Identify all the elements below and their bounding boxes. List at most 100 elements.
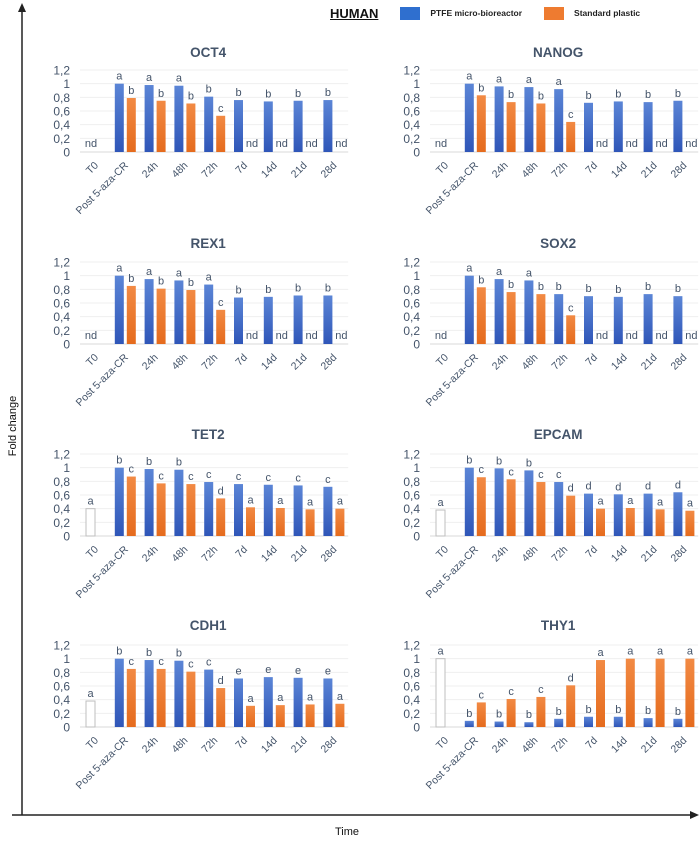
bar-ptfe — [494, 86, 504, 152]
significance-letter: c — [158, 656, 164, 668]
bar-ptfe — [323, 486, 333, 536]
bar-plastic — [506, 292, 516, 344]
significance-letter: a — [657, 646, 664, 658]
significance-letter: a — [247, 693, 254, 705]
y-tick-label: 0,2 — [403, 132, 420, 146]
y-tick-label: 1,2 — [53, 448, 70, 462]
y-tick-label: 1 — [413, 652, 420, 666]
bar-ptfe — [234, 100, 243, 152]
y-tick-label: 1 — [413, 461, 420, 475]
y-tick-label: 0,6 — [403, 297, 420, 311]
bar-plastic — [685, 510, 695, 536]
bar-ptfe — [584, 493, 593, 536]
bar-ptfe — [204, 482, 214, 536]
significance-letter: c — [538, 469, 544, 481]
significance-letter: c — [568, 109, 574, 121]
bar-ptfe — [524, 280, 534, 344]
x-tick-label: Post 5-aza-CR — [74, 159, 131, 216]
nd-label: nd — [685, 330, 697, 342]
x-tick-label: T0 — [434, 544, 451, 561]
bar-ptfe — [613, 296, 623, 344]
significance-letter: c — [295, 472, 301, 484]
bar-ptfe — [464, 467, 474, 536]
bar-plastic — [335, 508, 345, 536]
significance-letter: e — [235, 665, 241, 677]
y-tick-label: 0,4 — [403, 502, 420, 516]
x-tick-label: 24h — [490, 544, 511, 565]
x-tick-label: 14d — [609, 160, 630, 181]
x-tick-label: 7d — [583, 160, 600, 177]
significance-letter: b — [176, 648, 182, 660]
y-tick-label: 0 — [413, 338, 420, 352]
legend-swatch-plastic — [544, 6, 565, 20]
x-tick-label: 48h — [170, 544, 191, 565]
y-tick-label: 0 — [63, 146, 70, 160]
bar-ptfe — [554, 89, 564, 152]
x-tick-label: 14d — [259, 160, 280, 181]
x-tick-label: T0 — [84, 735, 101, 752]
bar-plastic — [216, 309, 226, 344]
y-tick-label: 0,2 — [403, 324, 420, 338]
bar-ptfe — [613, 716, 623, 727]
significance-letter: b — [188, 90, 194, 102]
y-tick-label: 0 — [413, 530, 420, 544]
significance-letter: a — [206, 272, 213, 284]
significance-letter: d — [218, 485, 224, 497]
x-tick-label: 48h — [170, 352, 191, 373]
bar-ptfe — [293, 485, 303, 536]
x-tick-label: 28d — [319, 544, 340, 565]
significance-letter: b — [265, 284, 271, 296]
significance-letter: a — [437, 646, 444, 658]
significance-letter: b — [146, 456, 152, 468]
significance-letter: b — [128, 273, 134, 285]
chart-title: REX1 — [190, 236, 226, 251]
nd-label: nd — [276, 330, 288, 342]
significance-letter: c — [129, 464, 135, 476]
x-tick-label: 21d — [289, 544, 310, 565]
x-tick-label: 48h — [520, 160, 541, 181]
significance-letter: a — [87, 496, 94, 508]
significance-letter: a — [437, 497, 444, 509]
significance-letter: c — [266, 472, 272, 484]
nd-label: nd — [626, 330, 638, 342]
bar-ptfe — [323, 100, 333, 152]
significance-letter: b — [325, 282, 331, 294]
x-tick-label: 48h — [170, 160, 191, 181]
nd-label: nd — [335, 330, 347, 342]
y-tick-label: 1 — [413, 269, 420, 283]
bar-ptfe — [293, 295, 303, 344]
y-tick-label: 0,2 — [403, 707, 420, 721]
nd-label: nd — [335, 138, 347, 150]
outer-y-axis-label: Fold change — [7, 395, 19, 457]
y-tick-label: 0,6 — [53, 105, 70, 119]
x-tick-label: T0 — [434, 160, 451, 177]
significance-letter: a — [176, 73, 183, 85]
y-tick-label: 1,2 — [403, 256, 420, 270]
x-tick-label: 7d — [583, 735, 600, 752]
significance-letter: b — [128, 85, 134, 97]
bar-ptfe — [613, 494, 623, 536]
bar-plastic — [536, 294, 546, 344]
y-tick-label: 0,8 — [403, 666, 420, 680]
x-tick-label: 7d — [583, 544, 600, 561]
chart-title: CDH1 — [190, 618, 227, 633]
y-tick-label: 0,6 — [53, 489, 70, 503]
x-tick-label: T0 — [84, 544, 101, 561]
bar-ptfe — [144, 85, 154, 152]
x-tick-label: 72h — [549, 352, 570, 373]
y-tick-label: 0 — [413, 721, 420, 735]
significance-letter: b — [645, 89, 651, 101]
y-tick-label: 0,6 — [53, 297, 70, 311]
x-tick-label: 28d — [319, 735, 340, 756]
bar-plastic — [536, 696, 546, 727]
y-tick-label: 0,6 — [403, 489, 420, 503]
y-tick-label: 0 — [63, 338, 70, 352]
significance-letter: c — [325, 474, 331, 486]
significance-letter: c — [538, 684, 544, 696]
bar-ptfe — [643, 493, 653, 536]
significance-letter: b — [675, 283, 681, 295]
significance-letter: a — [176, 267, 183, 279]
x-tick-label: Post 5-aza-CR — [74, 351, 131, 408]
